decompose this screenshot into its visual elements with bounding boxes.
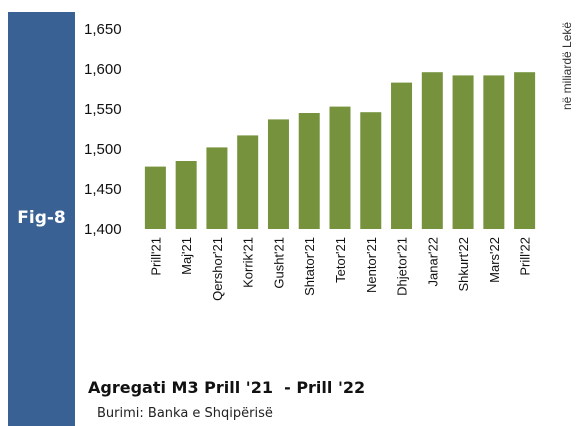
x-tick-label: Dhjetor'21 — [395, 237, 410, 296]
x-tick-label: Prill'22 — [518, 237, 533, 276]
figure-label: Fig-8 — [17, 208, 66, 228]
figure-sidebar — [8, 12, 75, 426]
bar-Nentor'21 — [360, 112, 382, 229]
bar-Maj'21 — [175, 161, 197, 229]
bar-Prill'21 — [144, 166, 166, 229]
bars — [144, 72, 536, 230]
y-tick-label: 1,400 — [84, 221, 122, 238]
bar-Janar'22 — [421, 72, 443, 229]
bar-Mars'22 — [483, 75, 505, 230]
y-tick-label: 1,550 — [84, 101, 122, 118]
x-tick-label: Janar'22 — [425, 237, 440, 286]
x-tick-label: Prill'21 — [148, 237, 163, 276]
x-tick-label: Qershor'21 — [210, 237, 225, 301]
bar-Tetor'21 — [329, 106, 351, 229]
y-axis-ticks: 1,400 1,450 1,500 1,550 1,600 1,650 — [84, 21, 122, 238]
y-tick-label: 1,600 — [84, 61, 122, 78]
x-tick-label: Mars'22 — [487, 237, 502, 283]
source-note: Burimi: Banka e Shqipërisë — [97, 406, 273, 421]
chart-title: Agregati M3 Prill '21 - Prill '22 — [88, 378, 366, 397]
bar-Korrik'21 — [237, 135, 259, 229]
bar-Shkurt'22 — [452, 75, 474, 230]
bar-Qershor'21 — [206, 147, 228, 229]
bar-Shtator'21 — [298, 113, 320, 229]
unit-label: në miliardë Lekë — [560, 21, 574, 110]
x-tick-label: Tetor'21 — [333, 237, 348, 283]
y-tick-label: 1,650 — [84, 21, 122, 38]
x-tick-label: Nentor'21 — [364, 237, 379, 293]
bar-Gusht'21 — [267, 119, 289, 229]
x-tick-label: Maj'21 — [179, 237, 194, 275]
y-tick-label: 1,500 — [84, 141, 122, 158]
y-tick-label: 1,450 — [84, 181, 122, 198]
x-tick-label: Korrik'21 — [241, 237, 256, 288]
x-axis-labels: Prill'21 Maj'21 Qershor'21 Korrik'21 Gusht'2… — [148, 237, 532, 301]
x-tick-label: Shkurt'22 — [456, 237, 471, 292]
bar-Prill'22 — [514, 72, 536, 229]
x-tick-label: Gusht'21 — [271, 237, 286, 289]
x-tick-label: Shtator'21 — [302, 237, 317, 296]
bar-Dhjetor'21 — [391, 82, 413, 229]
